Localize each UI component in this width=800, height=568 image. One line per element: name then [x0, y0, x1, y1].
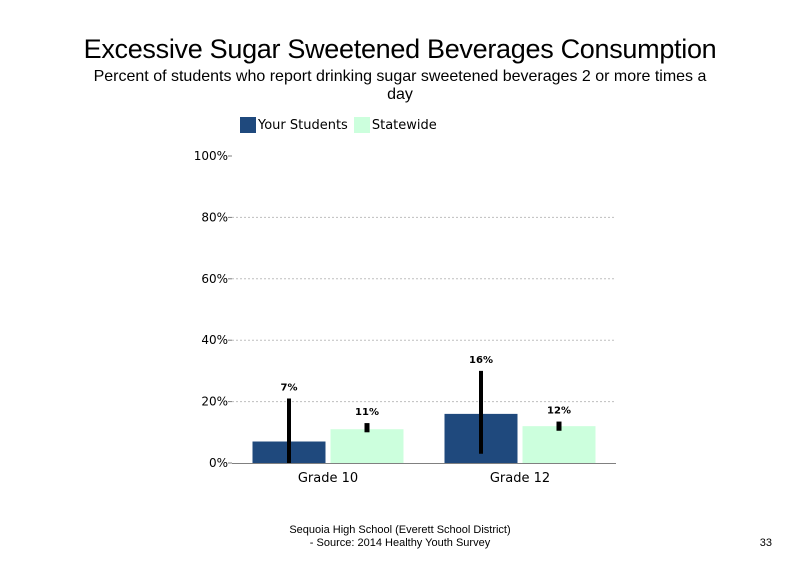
legend-swatch-statewide	[353, 117, 370, 133]
footer-school: Sequoia High School (Everett School Dist…	[289, 524, 511, 536]
data-label: 7%	[281, 383, 298, 394]
y-tick-label: 20%	[201, 395, 228, 409]
y-tick-label: 40%	[201, 333, 228, 347]
y-tick-label: 60%	[201, 272, 228, 286]
chart-legend: Your Students Statewide	[240, 117, 443, 133]
bar	[330, 429, 404, 463]
legend-item-statewide: Statewide	[353, 117, 437, 133]
x-tick-label: Grade 10	[298, 471, 358, 486]
legend-label-your-students: Your Students	[258, 117, 348, 133]
y-tick-label: 0%	[209, 456, 228, 470]
footer: Sequoia High School (Everett School Dist…	[0, 524, 800, 550]
footer-source: - Source: 2014 Healthy Youth Survey	[309, 537, 491, 549]
data-label: 11%	[355, 407, 379, 418]
legend-swatch-your-students	[240, 117, 256, 133]
bar	[522, 426, 596, 463]
data-label: 16%	[469, 355, 493, 366]
legend-label-statewide: Statewide	[371, 117, 437, 133]
page-number: 33	[759, 537, 772, 549]
data-label: 12%	[547, 406, 571, 417]
y-tick-label: 100%	[194, 149, 228, 163]
chart-subtitle: Percent of students who report drinking …	[93, 68, 707, 103]
x-tick-label: Grade 12	[490, 471, 550, 486]
y-tick-label: 80%	[201, 210, 228, 224]
chart-title: Excessive Sugar Sweetened Beverages Cons…	[83, 34, 717, 64]
legend-item-your-students: Your Students	[240, 117, 348, 133]
